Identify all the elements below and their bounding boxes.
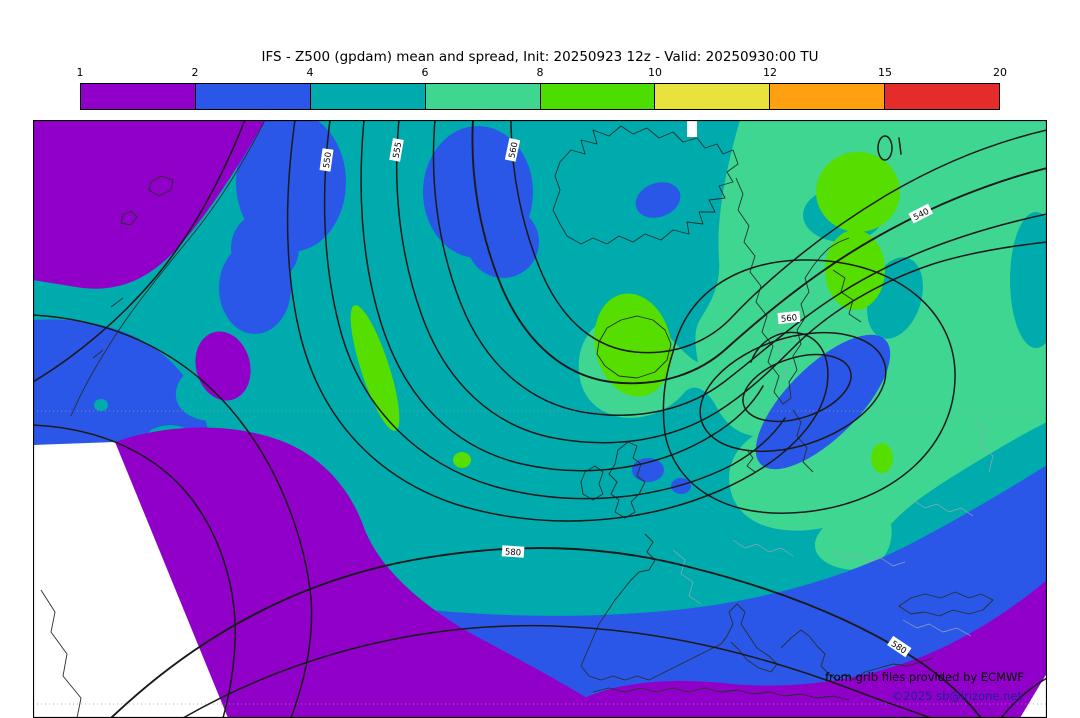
- coast-na-islands: [120, 175, 174, 226]
- spread-green-patch: [825, 230, 885, 310]
- colorbar-segment: [540, 84, 656, 109]
- spread-blue-dot: [632, 458, 664, 482]
- attribution-source: from grib files provided by ECMWF: [825, 670, 1024, 684]
- colorbar-segment: [310, 84, 426, 109]
- contour-label-box: [908, 203, 934, 224]
- colorbar-tick: 12: [763, 66, 777, 79]
- colorbar-tick: 4: [306, 66, 314, 79]
- contour-small-closed: [898, 137, 902, 155]
- attribution-copyright: ©2025 sb@irizone.net: [891, 689, 1022, 703]
- contour-label-text: 560: [507, 141, 520, 159]
- contour-label-text: 555: [392, 141, 405, 159]
- spread-green-dot: [453, 452, 471, 468]
- spread-shading-layer: [33, 112, 1062, 718]
- spread-purple-se: [553, 580, 1047, 718]
- contour-label-box: [319, 148, 334, 172]
- contour-line: [323, 119, 786, 500]
- contour-labels-layer: 550 555 560 540 560 580: [319, 137, 934, 658]
- spread-blue-greenland: [467, 206, 539, 278]
- contour-closed-low: [662, 259, 956, 514]
- coastlines-layer: [40, 119, 994, 718]
- colorbar-tick: 15: [878, 66, 892, 79]
- borders-layer: [672, 319, 994, 637]
- colorbar-tick: 10: [648, 66, 662, 79]
- contour-label-box: [501, 545, 525, 558]
- contour-line: [432, 119, 1048, 416]
- spread-white-sw: [33, 442, 228, 718]
- contour-line: [1000, 677, 1048, 718]
- contour-label-box: [504, 137, 521, 162]
- contour-label-box: [777, 310, 801, 325]
- contour-label-text: 560: [781, 313, 798, 325]
- colorbar-segment: [195, 84, 311, 109]
- chart-title: IFS - Z500 (gpdam) mean and spread, Init…: [261, 49, 819, 65]
- spread-white-corner: [1020, 673, 1047, 718]
- colorbar-segment: [770, 84, 886, 109]
- contour-label-box: [389, 138, 404, 162]
- contour-line: [510, 119, 1048, 354]
- contour-label-box: [887, 635, 912, 658]
- colorbar-segment: [81, 84, 196, 109]
- spread-springgreen-main: [578, 120, 1047, 571]
- contour-label: 555: [389, 138, 405, 162]
- spread-green-dot: [871, 443, 893, 473]
- spread-purple-south: [115, 427, 618, 718]
- coast-greenland: [552, 125, 739, 245]
- contour-label: 560: [504, 137, 521, 162]
- coast-black-sea: [898, 591, 994, 617]
- spread-purple-nw: [33, 120, 265, 289]
- coast-scandinavia: [735, 177, 862, 473]
- spread-green-sliver: [350, 305, 400, 431]
- colorbar-segment: [425, 84, 541, 109]
- coast-iceland: [596, 315, 672, 379]
- coast-sw-corner: [40, 589, 82, 718]
- contour-closed-low: [699, 331, 887, 453]
- contour-label: 550: [319, 148, 334, 172]
- contour-line: [32, 424, 236, 718]
- map-svg: 550 555 560 540 560 580: [32, 112, 1062, 718]
- coast-africa: [592, 687, 850, 701]
- contour-closed-low: [742, 353, 852, 423]
- contour-line: [286, 119, 829, 522]
- country-borders: [672, 319, 994, 637]
- spread-green-iceland: [594, 293, 672, 397]
- coast-british-isles: [580, 441, 646, 519]
- colorbar-segment: [885, 84, 999, 109]
- coast-north-america: [70, 119, 266, 417]
- spread-purple-blob: [195, 331, 251, 401]
- contour-small-closed: [877, 135, 893, 161]
- colorbar-tick: 2: [191, 66, 199, 79]
- colorbar-tick: 6: [421, 66, 429, 79]
- contour-line: [471, 119, 1048, 385]
- colorbar-tick: 1: [76, 66, 84, 79]
- map-area: 550 555 560 540 560 580: [32, 112, 1062, 718]
- contour-line: [182, 624, 932, 718]
- contour-line: [32, 119, 246, 383]
- graticule-layer: [33, 410, 1047, 705]
- contour-label-text: 550: [322, 151, 334, 168]
- spread-blue-pocket: [219, 242, 291, 334]
- contour-line: [395, 119, 1048, 444]
- colorbar-tick: 8: [536, 66, 544, 79]
- coast-europe: [580, 533, 934, 681]
- contour-label: 580: [501, 545, 525, 559]
- spread-blue-dot: [671, 478, 691, 494]
- contour-label-text: 580: [504, 547, 521, 558]
- colorbar-tick: 20: [993, 66, 1007, 79]
- spread-blue-patch: [635, 182, 681, 218]
- colorbar-segment: [655, 84, 771, 109]
- contour-label: 560: [777, 310, 801, 325]
- colorbar: [80, 83, 1000, 110]
- spread-green-patch: [816, 152, 900, 232]
- contour-line: [32, 314, 313, 718]
- spread-white-notch: [687, 120, 697, 137]
- spread-teal-dot: [94, 399, 108, 411]
